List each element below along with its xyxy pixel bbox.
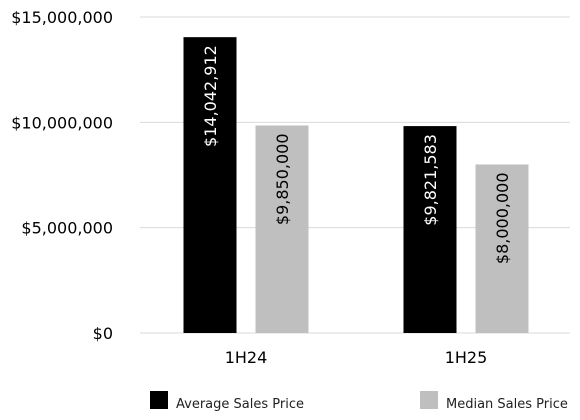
bar xyxy=(255,125,309,333)
legend-label: Average Sales Price xyxy=(176,397,304,412)
bar-value-label: $9,850,000 xyxy=(273,133,292,225)
legend-swatch xyxy=(420,391,438,409)
y-axis: $0 $5,000,000 $10,000,000 $15,000,000 xyxy=(11,8,113,343)
bars xyxy=(183,37,529,334)
bar xyxy=(475,164,529,333)
y-tick-label: $5,000,000 xyxy=(21,219,113,238)
legend: Average Sales Price Median Sales Price xyxy=(150,391,568,412)
data-labels: $14,042,912 $9,821,583 $9,850,000 $8,000,00… xyxy=(201,45,512,264)
y-tick-label: $15,000,000 xyxy=(11,8,113,27)
bar xyxy=(403,126,457,334)
y-tick-label: $10,000,000 xyxy=(11,113,113,132)
bar-value-label: $14,042,912 xyxy=(201,45,220,147)
legend-swatch xyxy=(150,391,168,409)
legend-label: Median Sales Price xyxy=(446,397,568,412)
bar-value-label: $9,821,583 xyxy=(421,134,440,226)
bar-value-label: $8,000,000 xyxy=(493,172,512,264)
y-tick-label: $0 xyxy=(93,324,113,343)
x-tick-label: 1H25 xyxy=(445,348,488,367)
x-axis: 1H24 1H25 xyxy=(225,348,488,367)
bar xyxy=(183,37,237,333)
x-tick-label: 1H24 xyxy=(225,348,268,367)
